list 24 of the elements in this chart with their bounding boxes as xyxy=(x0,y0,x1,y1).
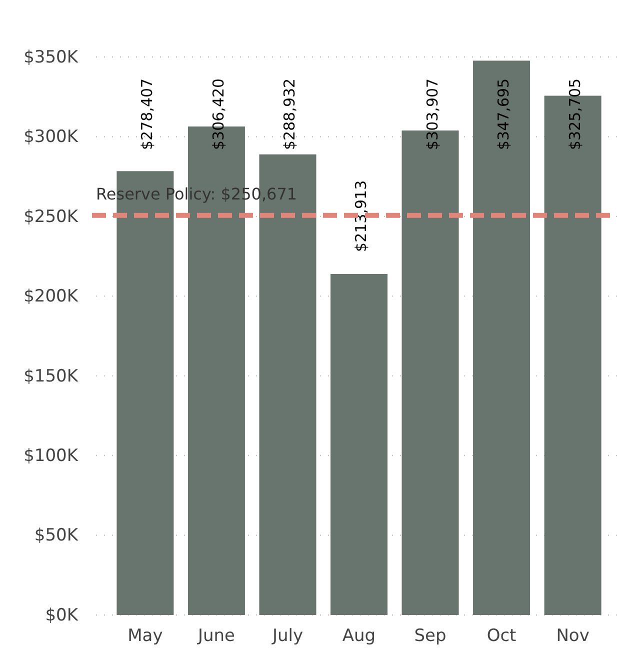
y-tick-label: $250K xyxy=(24,206,79,227)
x-tick-label: May xyxy=(128,626,163,646)
y-tick-label: $50K xyxy=(34,526,79,546)
y-tick-label: $300K xyxy=(24,127,79,148)
bar xyxy=(330,274,388,615)
x-tick-label: Sep xyxy=(414,626,446,646)
x-tick-label: Nov xyxy=(556,626,590,646)
x-tick-label: Aug xyxy=(342,626,376,646)
data-label: $303,907 xyxy=(423,78,442,150)
y-tick-label: $150K xyxy=(24,366,79,386)
data-label: $347,695 xyxy=(494,78,513,150)
data-label: $288,932 xyxy=(280,78,299,150)
data-label: $306,420 xyxy=(209,78,228,150)
x-tick-label: July xyxy=(271,626,304,646)
x-tick-label: June xyxy=(196,626,235,646)
data-label: $278,407 xyxy=(138,78,156,150)
data-label: $213,913 xyxy=(352,180,370,252)
data-label: $325,705 xyxy=(566,78,584,150)
y-tick-label: $200K xyxy=(24,286,79,307)
y-tick-label: $350K xyxy=(24,47,79,68)
x-tick-label: Oct xyxy=(486,626,517,646)
y-tick-label: $100K xyxy=(24,446,79,466)
bar xyxy=(473,60,530,615)
y-tick-label: $0K xyxy=(45,605,79,626)
